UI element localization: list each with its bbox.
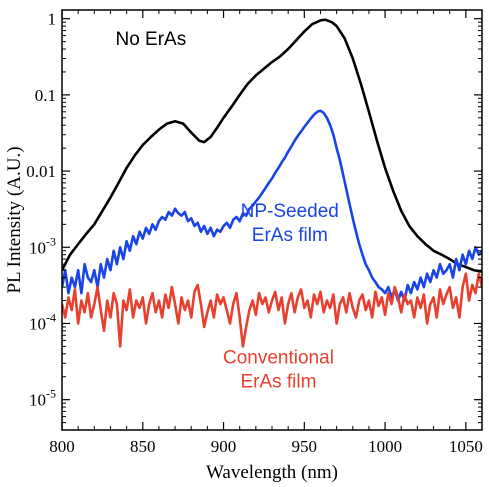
y-tick-label: 10-5 [29,387,56,410]
x-tick-label: 800 [49,437,75,456]
series-line-np-seeded [62,109,482,302]
x-axis-title: Wavelength (nm) [206,462,338,483]
x-tick-label: 850 [130,437,156,456]
ticks-layer: 800 850 900 950 1000 1050 1 0.1 0.01 10-3 10-4 10-5 [26,10,483,456]
series-layer [62,18,482,348]
x-tick-label: 1050 [449,437,483,456]
y-tick-label: 1 [48,10,57,29]
x-tick-label: 900 [211,437,237,456]
series-line-conventional [62,272,482,348]
y-tick-label: 0.1 [35,86,56,105]
y-tick-label: 10-3 [29,234,56,257]
label-conventional: Conventional ErAs film [223,347,334,392]
label-no-eras: No ErAs [115,29,186,50]
label-np-seeded: NP-Seeded ErAs film [241,201,339,246]
y-tick-label: 10-4 [29,310,56,333]
series-line-no-eras [62,18,482,273]
annotation-layer: No ErAs NP-Seeded ErAs film Conventional ErA… [115,29,338,392]
y-tick-label: 0.01 [26,162,56,181]
x-tick-label: 1000 [368,437,402,456]
x-tick-label: 950 [292,437,318,456]
y-axis-title: PL Intensity (A.U.) [4,146,25,293]
